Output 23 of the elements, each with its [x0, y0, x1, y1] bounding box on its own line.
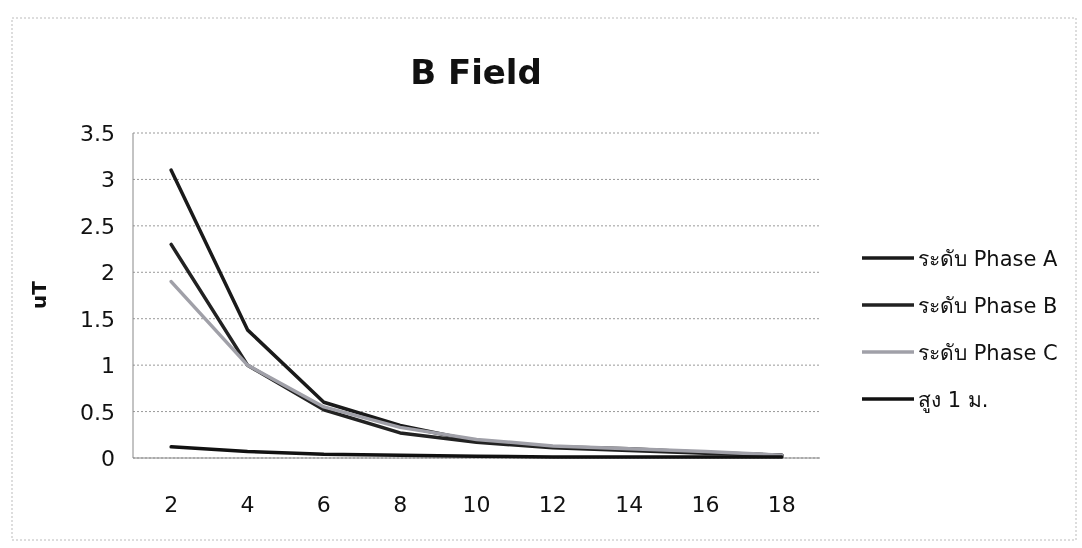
legend-label: ระดับ Phase C [918, 341, 1058, 365]
x-tick-label: 4 [240, 492, 255, 517]
y-tick-label: 3 [101, 167, 115, 193]
chart-title: B Field [410, 52, 542, 92]
x-tick-label: 12 [538, 492, 567, 517]
y-tick-label: 0.5 [80, 399, 115, 425]
y-tick-label: 1 [101, 353, 115, 379]
x-tick-label: 8 [393, 492, 408, 517]
x-tick-label: 10 [462, 492, 491, 517]
x-tick-label: 16 [691, 492, 720, 517]
x-tick-label: 2 [164, 492, 179, 517]
y-tick-label: 2.5 [80, 213, 115, 239]
x-tick-label: 6 [316, 492, 331, 517]
legend-label: ระดับ Phase A [918, 247, 1059, 271]
legend-label: ระดับ Phase B [918, 294, 1058, 318]
x-tick-label: 18 [767, 492, 796, 517]
y-tick-label: 2 [101, 260, 115, 286]
y-tick-label: 3.5 [80, 121, 115, 146]
legend-label: สูง 1 ม. [918, 388, 989, 413]
y-axis-title: uT [27, 280, 51, 309]
y-tick-label: 1.5 [80, 306, 115, 332]
y-tick-label: 0 [101, 446, 115, 471]
x-tick-label: 14 [615, 492, 644, 517]
